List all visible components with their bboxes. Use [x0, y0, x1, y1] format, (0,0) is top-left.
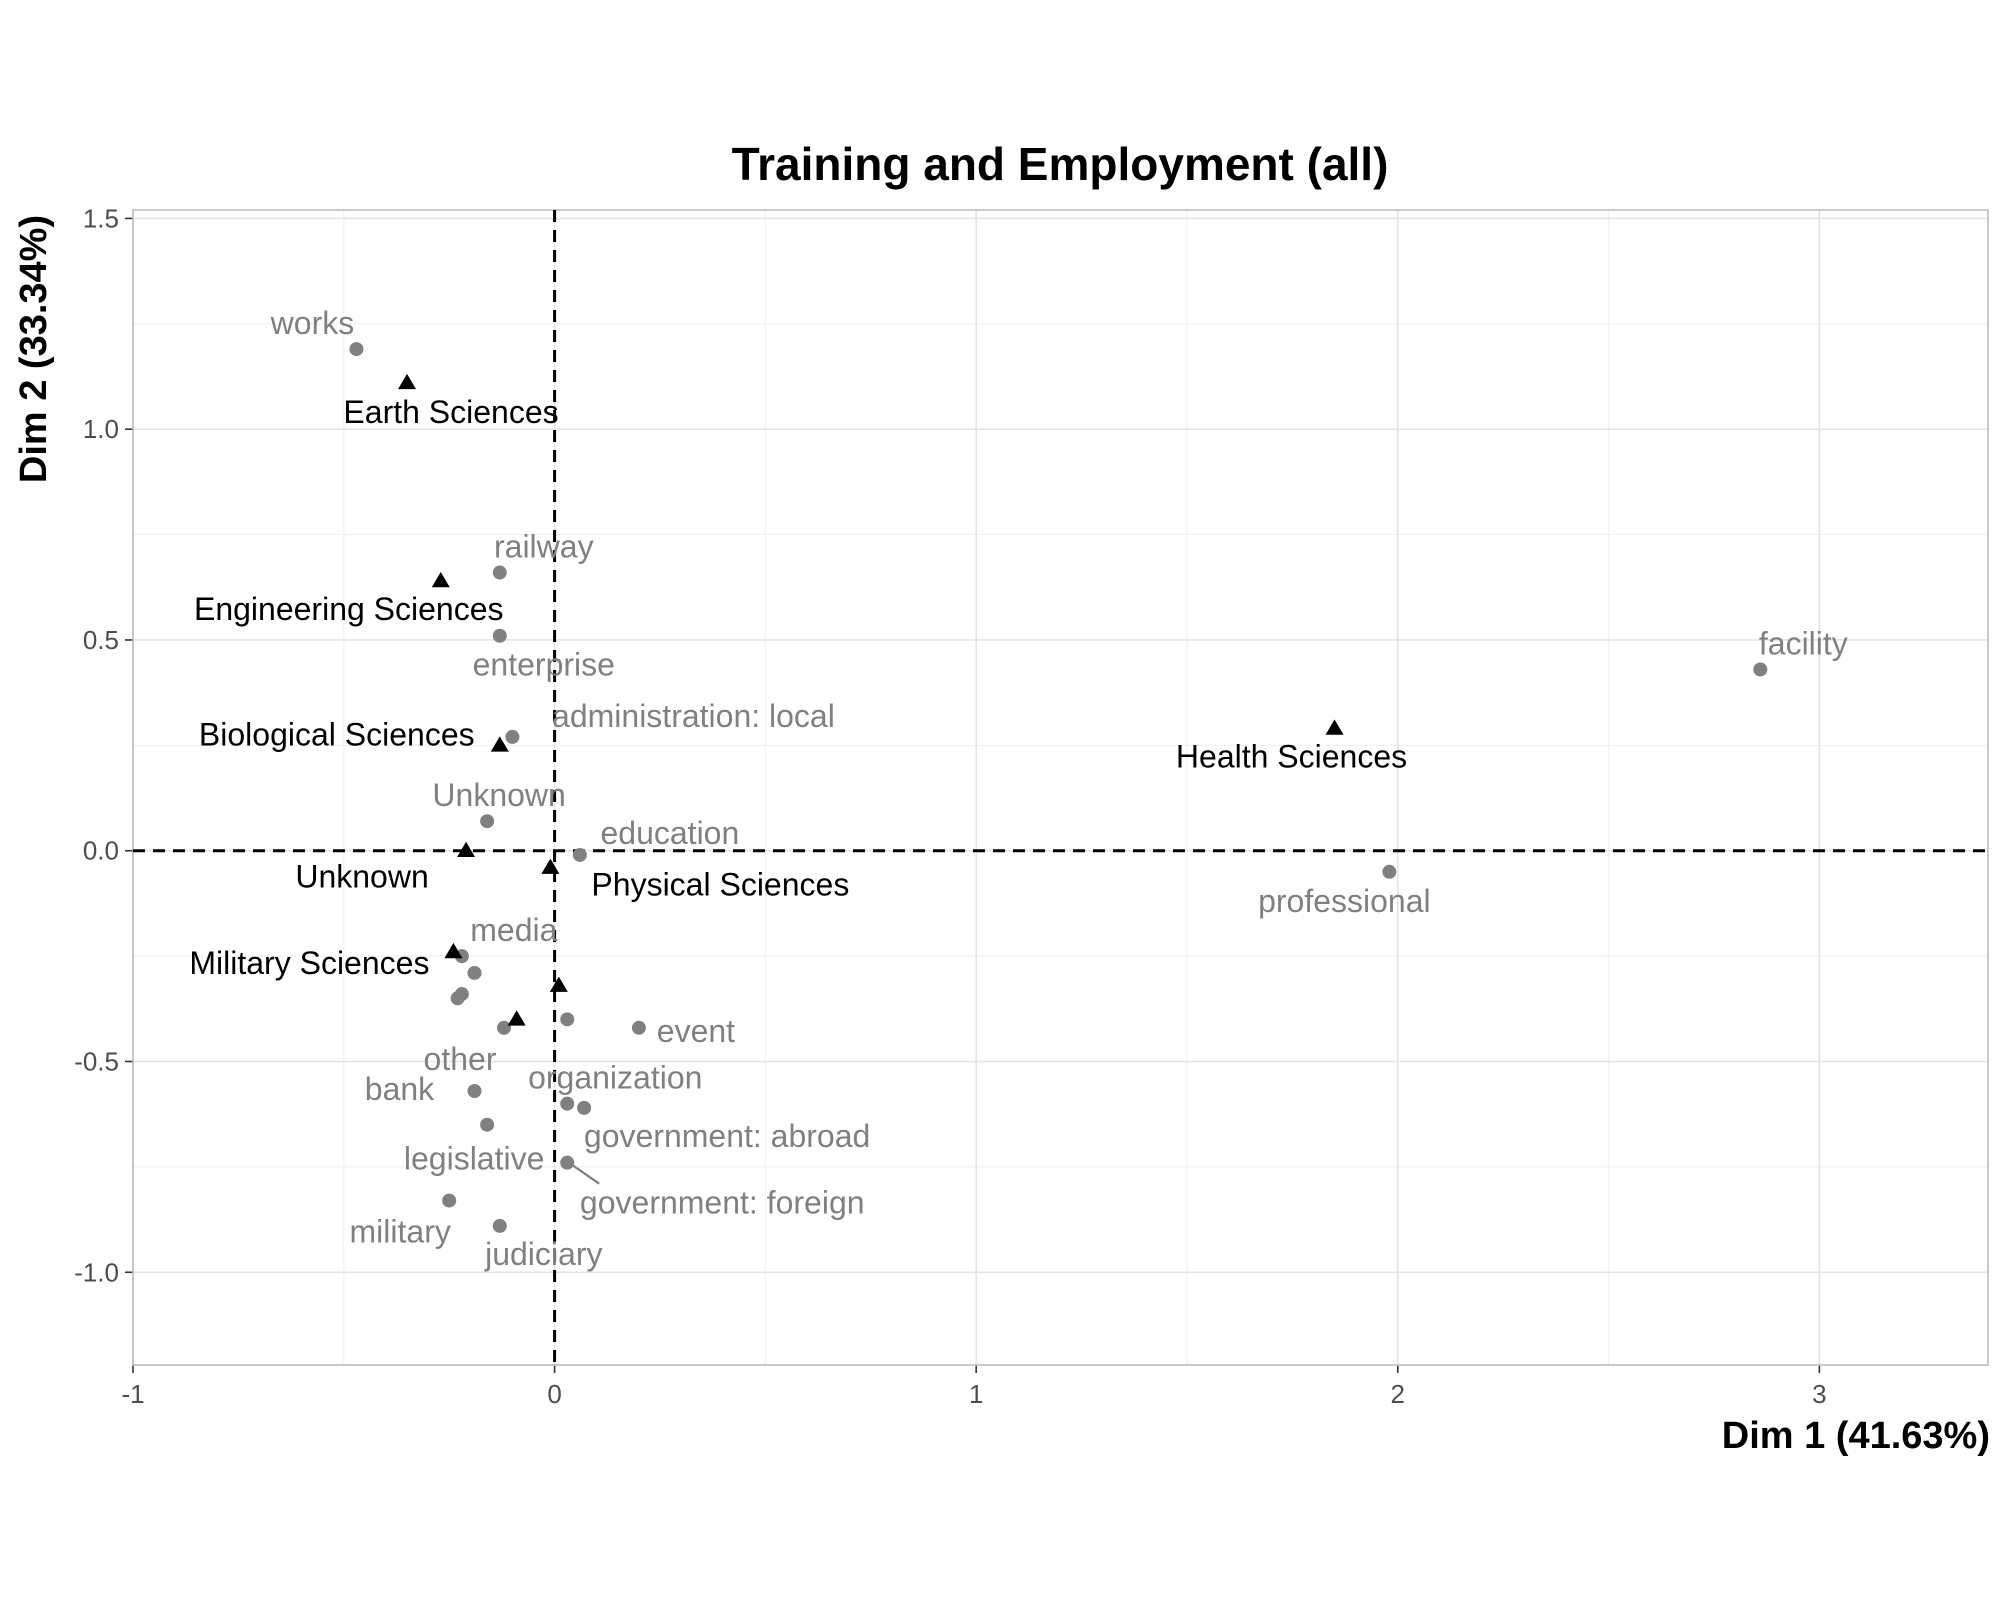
- column-point: [450, 991, 465, 1006]
- y-tick-label: -0.5: [74, 1046, 119, 1076]
- column-point-label: military: [350, 1214, 451, 1250]
- row-point-triangle: [490, 736, 509, 752]
- chart-title: Training and Employment (all): [732, 138, 1389, 190]
- column-point: [1753, 662, 1768, 677]
- column-point: [505, 729, 520, 744]
- column-point: [480, 1117, 495, 1132]
- row-point-triangle: [398, 373, 417, 390]
- column-point: [560, 1155, 575, 1170]
- panel-border: [132, 209, 1989, 1366]
- y-tick-label: 1.0: [83, 414, 119, 444]
- x-tick-label: 0: [547, 1379, 561, 1409]
- x-tick-label: 1: [969, 1379, 983, 1409]
- column-point: [492, 565, 507, 580]
- column-point-label: legislative: [404, 1141, 545, 1177]
- column-point-label: Unknown: [432, 777, 565, 813]
- column-point-label: works: [270, 305, 355, 341]
- column-point-label: media: [470, 912, 557, 948]
- label-leader-line: [572, 1164, 600, 1185]
- column-point-label: education: [600, 815, 739, 851]
- y-tick-label: 0.0: [83, 836, 119, 866]
- column-point-label: organization: [528, 1060, 702, 1096]
- column-point: [572, 847, 587, 862]
- row-point-triangle: [444, 942, 463, 959]
- x-axis-title: Dim 1 (41.63%): [1722, 1415, 1990, 1457]
- column-point: [1382, 864, 1397, 879]
- y-axis-title: Dim 2 (33.34%): [13, 215, 55, 483]
- row-point-triangle: [457, 841, 476, 858]
- column-point: [467, 1084, 482, 1099]
- y-tick-label: 1.5: [83, 203, 119, 233]
- row-point-label: Military Sciences: [189, 945, 429, 981]
- column-point-label: government: abroad: [584, 1118, 870, 1154]
- column-point: [560, 1012, 575, 1027]
- column-point: [492, 1218, 507, 1233]
- column-point-label: railway: [494, 529, 594, 565]
- row-point-triangle: [507, 1010, 526, 1026]
- column-point: [631, 1020, 646, 1035]
- column-point: [497, 1020, 511, 1035]
- plot-area: -1 0 1 2 3 -1.0 -0.5 0.0 0.5 1.0 1.5 works railway en…: [74, 203, 1989, 1409]
- row-point-label: Physical Sciences: [591, 867, 849, 903]
- row-point-label: Health Sciences: [1176, 738, 1407, 774]
- column-point-label: administration: local: [552, 698, 835, 734]
- column-point-label: professional: [1258, 883, 1431, 919]
- y-tick-label: 0.5: [83, 625, 119, 655]
- column-point: [349, 342, 364, 357]
- row-point-triangle: [541, 858, 560, 874]
- x-tick-label: 3: [1812, 1379, 1826, 1409]
- row-point-label: Engineering Sciences: [194, 591, 504, 627]
- column-point-label: bank: [365, 1071, 435, 1107]
- x-tick-label: -1: [121, 1379, 144, 1409]
- column-point-label: government: foreign: [580, 1185, 865, 1221]
- row-point-triangle: [431, 571, 450, 588]
- column-point: [467, 965, 482, 980]
- column-point-label: judiciary: [484, 1236, 602, 1272]
- row-point-triangle: [1325, 719, 1344, 735]
- column-point: [577, 1100, 592, 1115]
- column-point: [480, 814, 495, 829]
- row-point-label: Earth Sciences: [343, 394, 558, 430]
- column-point: [492, 628, 507, 643]
- column-point-label: enterprise: [473, 647, 615, 683]
- column-point-label: other: [424, 1041, 497, 1077]
- column-point: [560, 1096, 575, 1111]
- row-point-triangle: [549, 976, 568, 992]
- y-tick-label: -1.0: [74, 1257, 119, 1287]
- row-point-label: Unknown: [295, 859, 428, 895]
- column-point-label: facility: [1759, 625, 1848, 661]
- x-tick-label: 2: [1391, 1379, 1405, 1409]
- row-point-label: Biological Sciences: [199, 716, 475, 752]
- column-point: [442, 1193, 457, 1208]
- column-point-label: event: [657, 1013, 735, 1049]
